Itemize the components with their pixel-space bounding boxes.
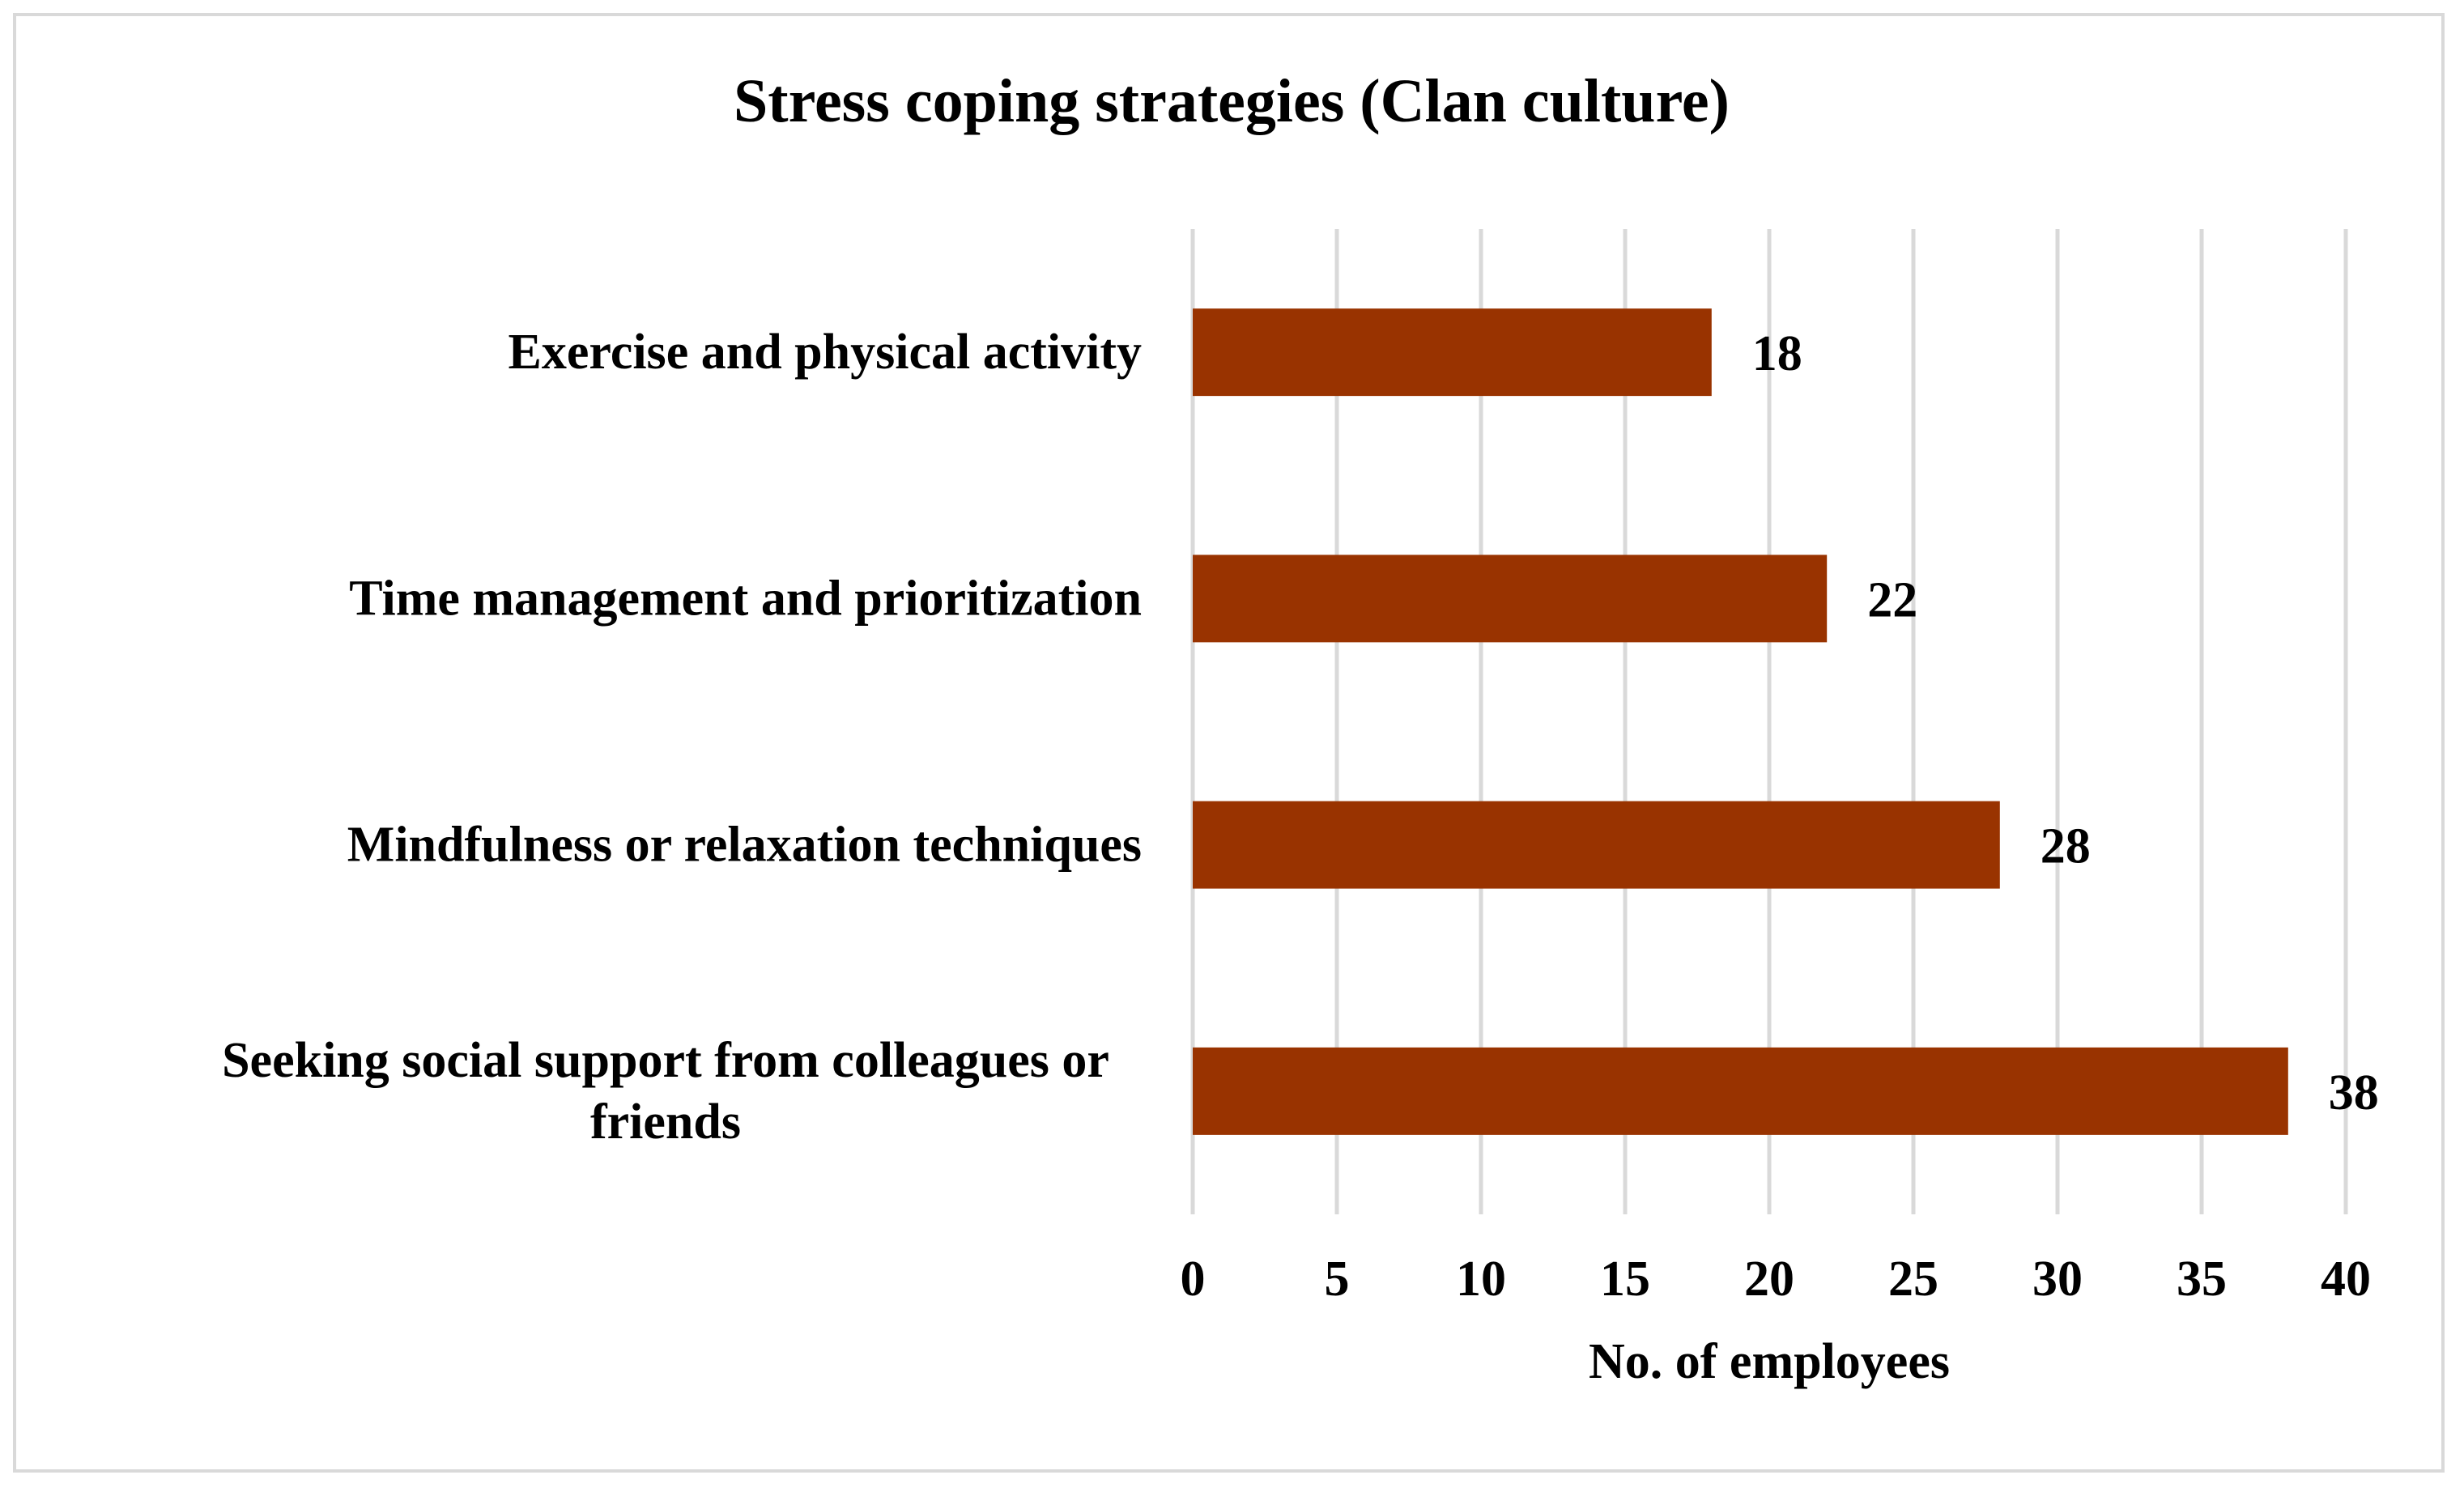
data-label-4: 38 — [2329, 1065, 2379, 1120]
category-labels: Exercise and physical activity Time manag… — [222, 325, 1142, 1150]
data-label-1: 18 — [1752, 326, 1802, 381]
bar-2 — [1193, 555, 1828, 643]
category-label-3: Mindfulness or relaxation techniques — [347, 818, 1142, 873]
bar-3 — [1193, 801, 2000, 889]
x-tick-label-15: 15 — [1600, 1252, 1650, 1307]
x-tick-label-40: 40 — [2321, 1252, 2371, 1307]
category-label-4: Seeking social support from colleagues o… — [222, 1033, 1109, 1150]
x-tick-label-10: 10 — [1456, 1252, 1506, 1307]
data-label-3: 28 — [2041, 819, 2091, 874]
x-tick-label-25: 25 — [1888, 1252, 1938, 1307]
chart-title: Stress coping strategies (Clan culture) — [734, 67, 1730, 135]
data-labels: 18 22 28 38 — [1752, 326, 2379, 1120]
bars — [1193, 308, 2288, 1135]
chart-frame — [13, 13, 2445, 1473]
category-label-1: Exercise and physical activity — [509, 325, 1142, 380]
bar-1 — [1193, 308, 1712, 397]
x-axis-title: No. of employees — [1589, 1334, 1950, 1389]
x-tick-label-5: 5 — [1325, 1252, 1350, 1307]
category-label-2: Time management and prioritization — [349, 571, 1142, 626]
x-tick-label-0: 0 — [1181, 1252, 1206, 1307]
bar-4 — [1193, 1047, 2288, 1135]
data-label-2: 22 — [1867, 572, 1917, 627]
x-tick-label-35: 35 — [2177, 1252, 2227, 1307]
x-tick-label-30: 30 — [2032, 1252, 2083, 1307]
x-tick-label-20: 20 — [1744, 1252, 1794, 1307]
x-tick-labels: 0 5 10 15 20 25 30 35 40 — [1181, 1252, 2372, 1307]
